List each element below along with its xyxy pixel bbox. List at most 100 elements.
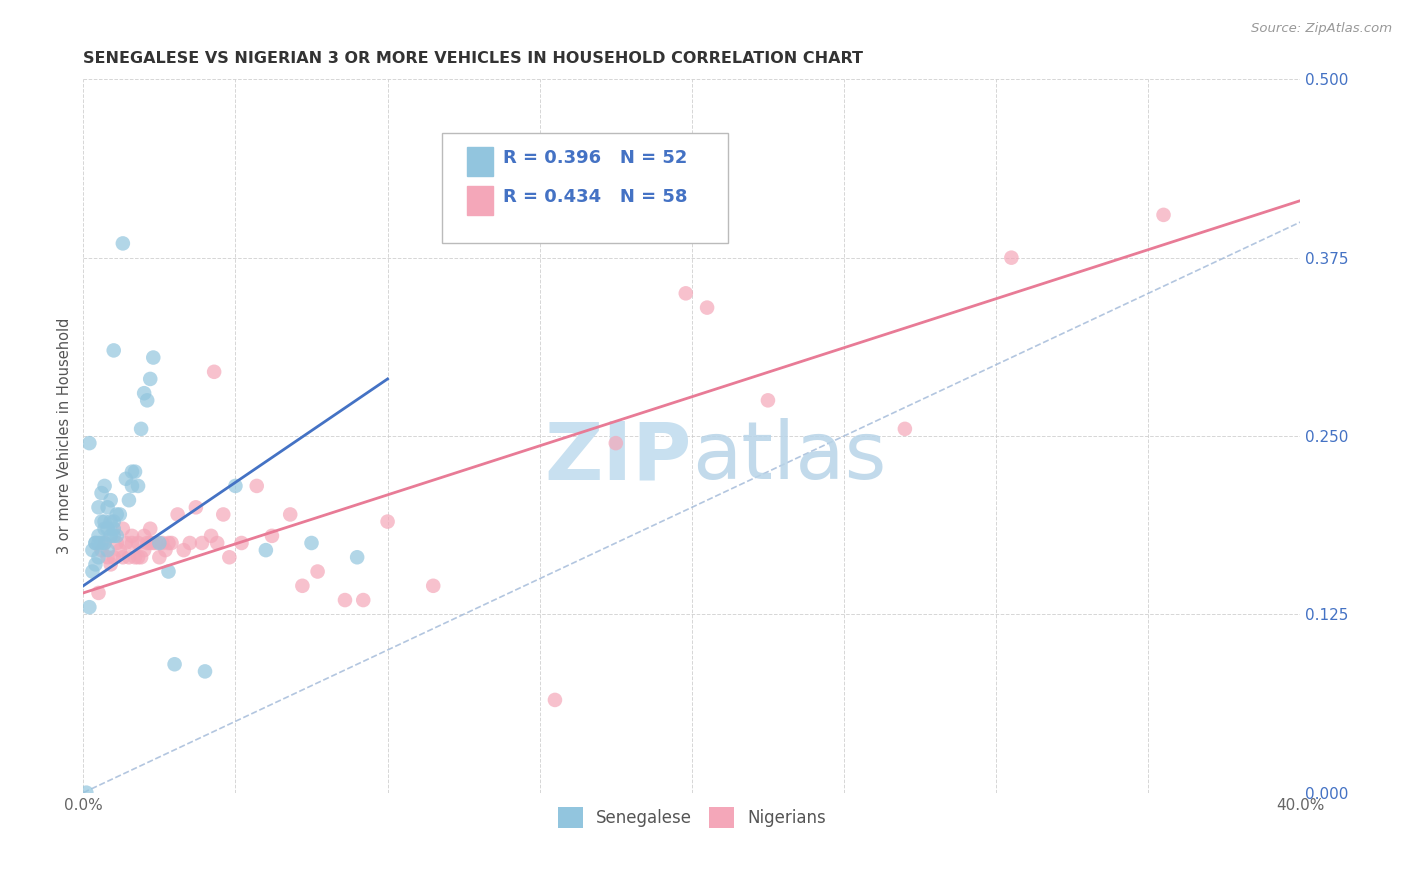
Point: [194, 665, 217, 679]
FancyBboxPatch shape: [443, 133, 728, 244]
Point: [127, 536, 149, 550]
Point: [148, 550, 170, 565]
Point: [87, 529, 110, 543]
Point: [134, 386, 156, 401]
Point: [87, 500, 110, 515]
Point: [346, 550, 368, 565]
Point: [205, 536, 228, 550]
Point: [103, 550, 125, 565]
Point: [115, 536, 138, 550]
Text: ZIP: ZIP: [544, 418, 692, 497]
Point: [75, 786, 97, 800]
Point: [100, 515, 122, 529]
Point: [87, 550, 110, 565]
Point: [87, 586, 110, 600]
Point: [307, 565, 329, 579]
Point: [103, 529, 125, 543]
Point: [93, 522, 115, 536]
Point: [105, 508, 128, 522]
Legend: Senegalese, Nigerians: Senegalese, Nigerians: [551, 801, 832, 834]
Point: [124, 465, 146, 479]
Text: atlas: atlas: [692, 418, 886, 497]
Point: [97, 543, 120, 558]
Point: [127, 550, 149, 565]
Point: [894, 422, 917, 436]
Point: [139, 372, 162, 386]
Point: [90, 515, 112, 529]
Point: [105, 536, 128, 550]
Point: [696, 301, 718, 315]
Point: [148, 536, 170, 550]
Point: [291, 579, 314, 593]
Point: [675, 286, 697, 301]
Point: [97, 522, 120, 536]
Point: [422, 579, 444, 593]
Point: [111, 236, 134, 251]
Point: [179, 536, 201, 550]
Point: [173, 543, 195, 558]
Point: [231, 536, 253, 550]
Point: [84, 536, 107, 550]
Point: [129, 422, 152, 436]
Point: [1000, 251, 1022, 265]
Point: [124, 550, 146, 565]
Point: [121, 479, 143, 493]
Point: [166, 508, 188, 522]
Point: [100, 558, 122, 572]
Point: [103, 515, 125, 529]
Point: [212, 508, 235, 522]
Text: Source: ZipAtlas.com: Source: ZipAtlas.com: [1251, 22, 1392, 36]
Point: [333, 593, 356, 607]
Point: [352, 593, 374, 607]
Point: [79, 600, 101, 615]
Point: [246, 479, 269, 493]
Point: [118, 493, 141, 508]
Point: [224, 479, 246, 493]
Point: [121, 465, 143, 479]
Point: [377, 515, 399, 529]
Point: [90, 486, 112, 500]
Point: [191, 536, 214, 550]
Point: [142, 351, 165, 365]
Y-axis label: 3 or more Vehicles in Household: 3 or more Vehicles in Household: [58, 318, 72, 554]
Point: [93, 479, 115, 493]
Point: [152, 536, 174, 550]
Point: [218, 550, 240, 565]
Point: [136, 536, 159, 550]
Point: [605, 436, 627, 450]
Point: [756, 393, 779, 408]
Point: [115, 472, 138, 486]
Point: [97, 550, 120, 565]
Point: [90, 536, 112, 550]
Point: [155, 543, 177, 558]
Point: [301, 536, 323, 550]
Point: [111, 522, 134, 536]
Point: [108, 508, 131, 522]
Point: [103, 343, 125, 358]
Point: [87, 536, 110, 550]
Point: [136, 393, 159, 408]
Point: [93, 536, 115, 550]
Point: [145, 536, 167, 550]
Point: [84, 536, 107, 550]
Point: [142, 536, 165, 550]
Point: [121, 536, 143, 550]
Point: [105, 529, 128, 543]
Point: [90, 543, 112, 558]
Point: [129, 550, 152, 565]
Point: [82, 543, 104, 558]
Bar: [467, 147, 494, 176]
Text: R = 0.434   N = 58: R = 0.434 N = 58: [503, 188, 688, 206]
Point: [93, 515, 115, 529]
Point: [118, 550, 141, 565]
Point: [100, 493, 122, 508]
Point: [254, 543, 277, 558]
Point: [100, 529, 122, 543]
Point: [139, 522, 162, 536]
Point: [134, 529, 156, 543]
Point: [160, 536, 183, 550]
Point: [260, 529, 283, 543]
Point: [184, 500, 207, 515]
Point: [84, 558, 107, 572]
Point: [79, 436, 101, 450]
